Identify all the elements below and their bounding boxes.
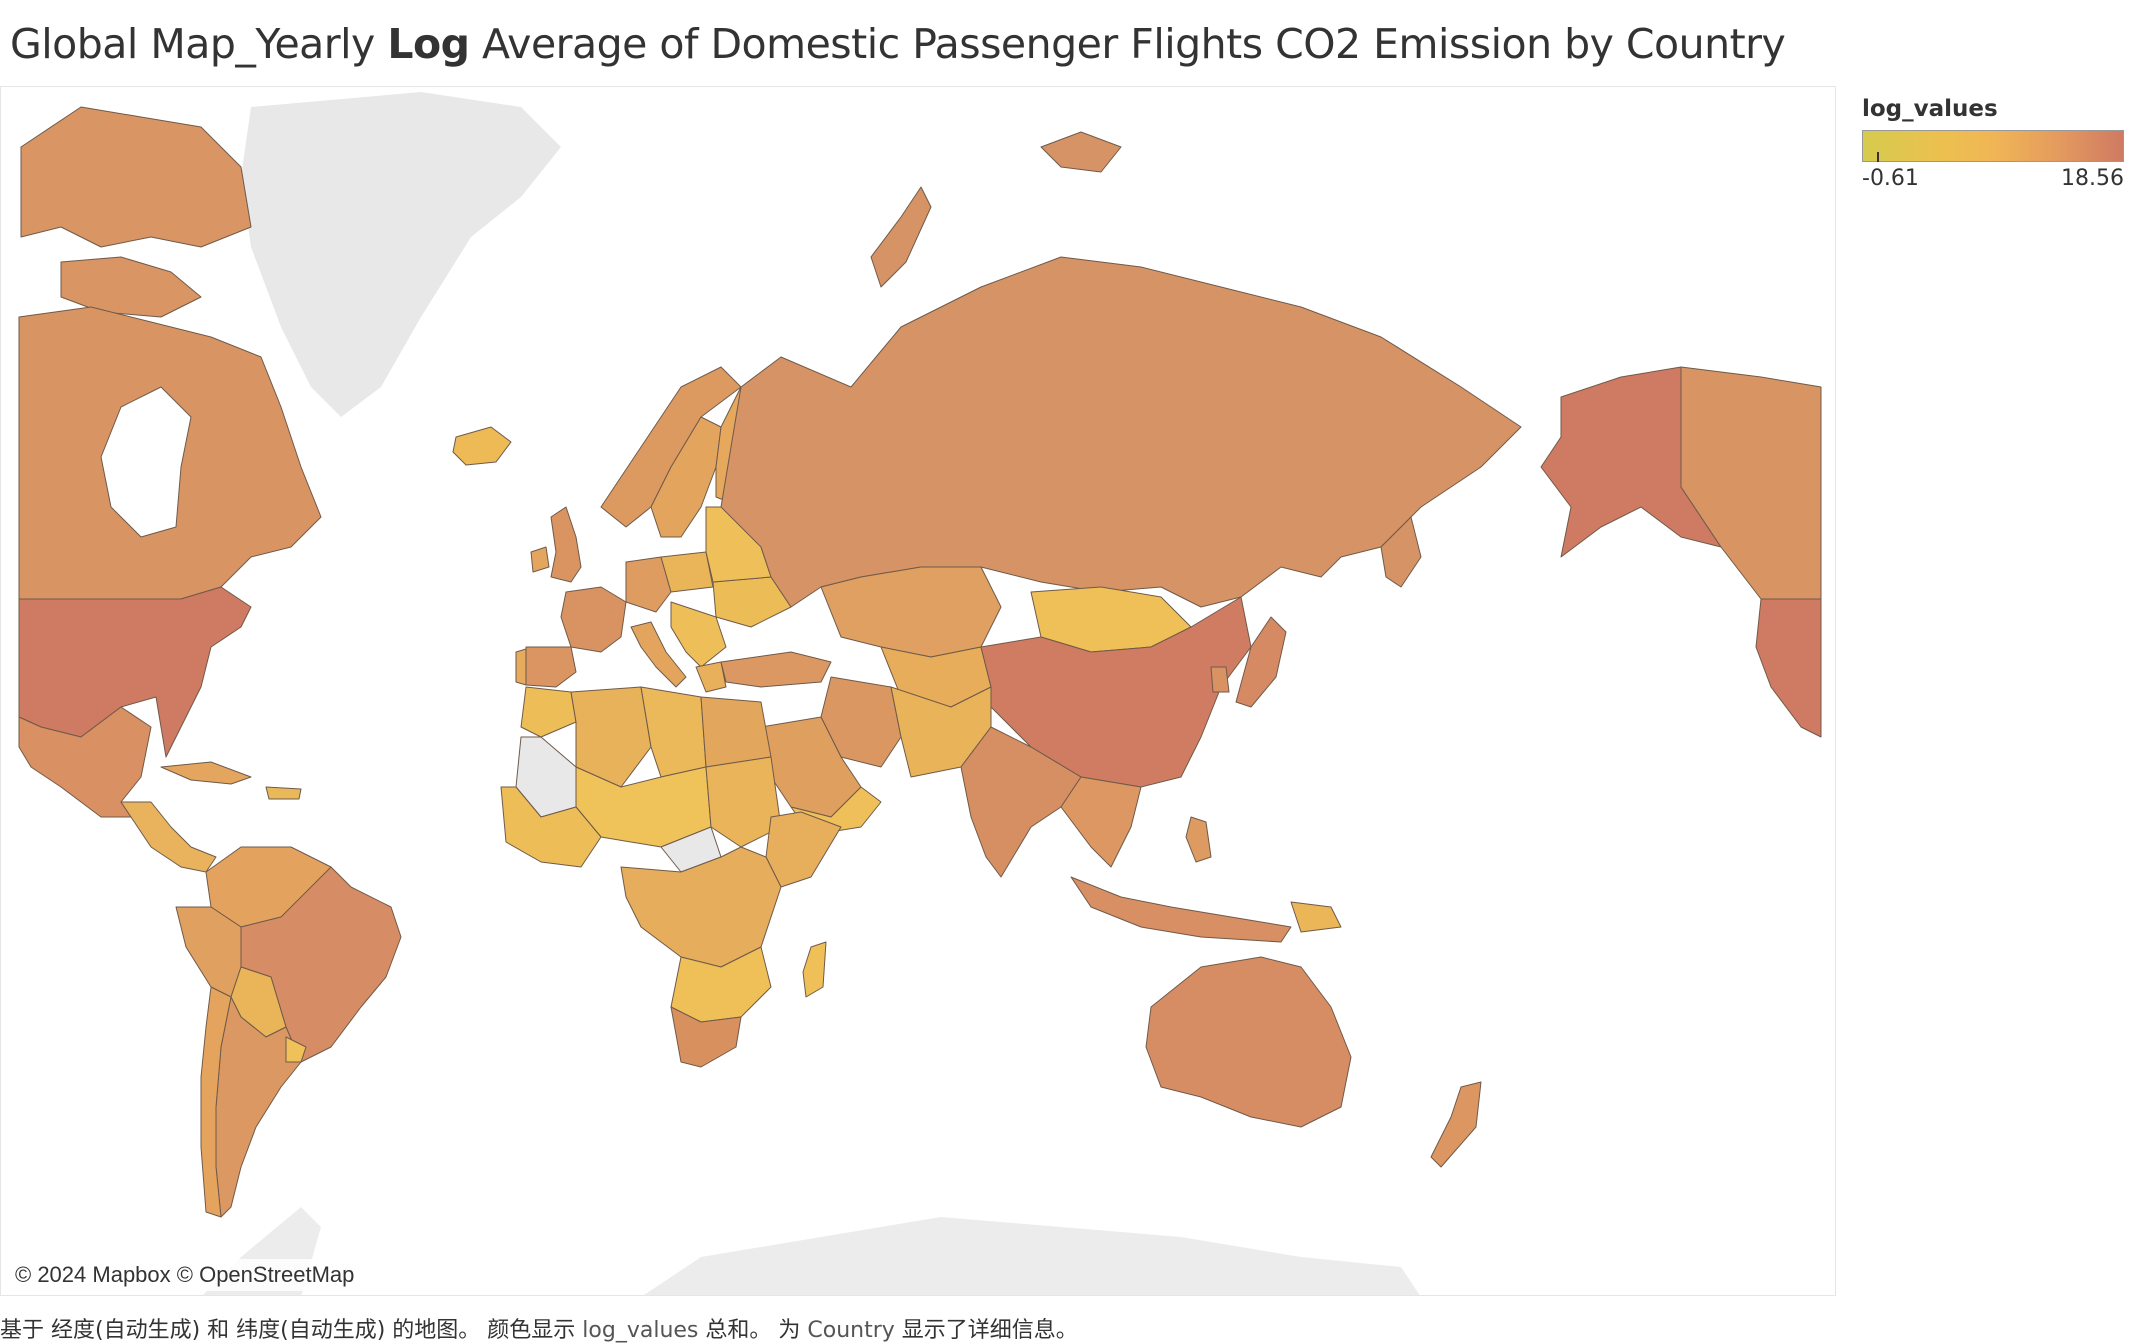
country-philippines[interactable]	[1185, 816, 1212, 863]
country-iceland[interactable]	[452, 426, 512, 466]
country-madagascar[interactable]	[802, 941, 827, 998]
country-papua-new-guinea[interactable]	[1290, 901, 1342, 933]
country-poland[interactable]	[660, 551, 714, 593]
hudson-bay	[100, 386, 192, 538]
country-canada-east[interactable]	[1680, 366, 1822, 600]
country-south-korea[interactable]	[1210, 666, 1230, 693]
country-italy[interactable]	[630, 621, 687, 688]
map-canvas[interactable]	[1, 87, 1836, 1296]
country-canada-islands[interactable]	[20, 106, 252, 248]
country-morocco[interactable]	[520, 686, 577, 738]
country-norway[interactable]	[600, 366, 742, 528]
country-ireland[interactable]	[530, 546, 550, 573]
country-australia[interactable]	[1145, 956, 1352, 1128]
page-title: Global Map_Yearly Log Average of Domesti…	[10, 14, 1786, 74]
title-text-1: Global Map_Yearly	[10, 20, 388, 68]
caption-suffix: 显示了详细信息。	[894, 1318, 1078, 1343]
map-caption: 基于 经度(自动生成) 和 纬度(自动生成) 的地图。 颜色显示 log_val…	[0, 1312, 1078, 1344]
country-west-africa[interactable]	[500, 786, 602, 868]
country-indonesia[interactable]	[1070, 876, 1292, 943]
legend-color-ramp	[1862, 130, 2124, 162]
country-central-america[interactable]	[120, 801, 217, 873]
country-mainland-se-asia[interactable]	[1060, 776, 1142, 868]
country-spain[interactable]	[525, 646, 577, 688]
country-russia-kamchatka[interactable]	[1380, 516, 1422, 588]
country-turkey[interactable]	[720, 651, 832, 688]
country-greece[interactable]	[695, 661, 727, 693]
country-india[interactable]	[960, 726, 1082, 878]
legend-max-label: 18.56	[2061, 166, 2124, 191]
country-canada-islands-2[interactable]	[60, 256, 202, 318]
country-ethiopia-horn[interactable]	[765, 811, 842, 888]
color-legend[interactable]: log_values -0.61 18.56	[1862, 96, 2124, 191]
caption-field-country: Country	[807, 1318, 895, 1343]
antarctica	[644, 1217, 1420, 1295]
legend-tick	[1877, 152, 1879, 162]
country-hispaniola[interactable]	[265, 786, 302, 800]
country-usa-west[interactable]	[1755, 598, 1822, 738]
country-russia-islands[interactable]	[1040, 131, 1122, 173]
title-text-bold: Log	[387, 20, 470, 68]
country-france[interactable]	[560, 586, 627, 653]
country-libya[interactable]	[640, 686, 707, 778]
country-japan[interactable]	[1235, 616, 1287, 708]
country-uruguay[interactable]	[285, 1036, 307, 1063]
legend-min-label: -0.61	[1862, 166, 1919, 191]
country-uk[interactable]	[550, 506, 582, 583]
country-sudan[interactable]	[705, 756, 782, 848]
legend-labels: -0.61 18.56	[1862, 166, 2124, 191]
legend-title: log_values	[1862, 96, 1998, 122]
country-germany[interactable]	[625, 556, 672, 613]
country-egypt[interactable]	[700, 696, 772, 768]
map-attribution[interactable]: © 2024 Mapbox © OpenStreetMap	[7, 1259, 363, 1291]
country-cuba[interactable]	[160, 761, 252, 785]
caption-field-log-values: log_values	[582, 1318, 699, 1343]
caption-prefix: 基于 经度(自动生成) 和 纬度(自动生成) 的地图。 颜色显示	[0, 1318, 583, 1343]
caption-middle: 总和。 为	[698, 1318, 808, 1343]
title-text-2: Average of Domestic Passenger Flights CO…	[469, 20, 1786, 68]
country-greenland[interactable]	[241, 92, 561, 417]
country-new-zealand[interactable]	[1430, 1081, 1482, 1168]
country-portugal[interactable]	[515, 648, 527, 686]
country-kazakhstan[interactable]	[820, 566, 1002, 658]
country-russia-novaya-zemlya[interactable]	[870, 186, 932, 288]
country-central-africa[interactable]	[620, 846, 782, 968]
country-chile[interactable]	[200, 986, 232, 1218]
country-peru[interactable]	[175, 906, 242, 998]
country-south-africa[interactable]	[670, 1006, 742, 1068]
country-china[interactable]	[980, 596, 1252, 788]
world-choropleth-map[interactable]: © 2024 Mapbox © OpenStreetMap	[0, 86, 1836, 1296]
